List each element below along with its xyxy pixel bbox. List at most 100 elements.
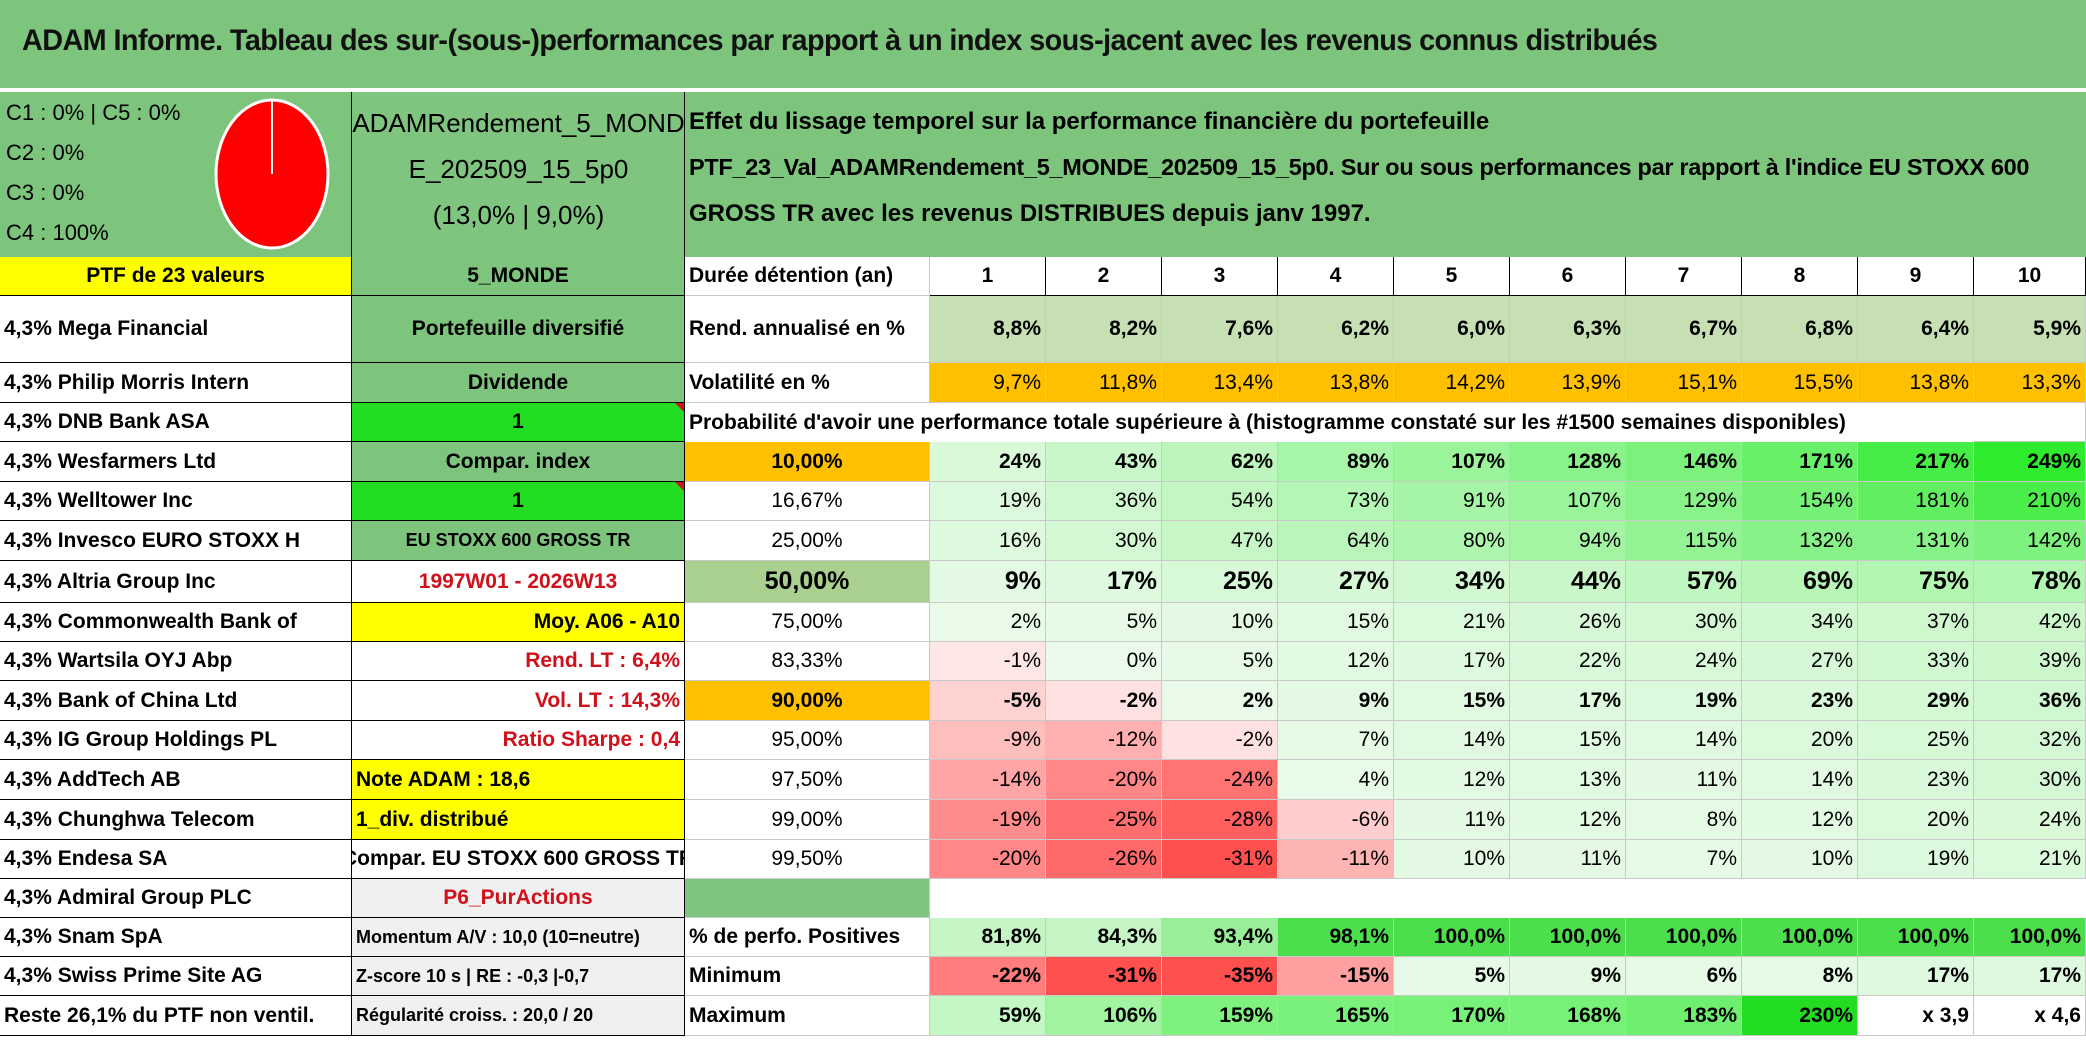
annual-return-value: 6,8% bbox=[1742, 296, 1858, 363]
probability-value: 12% bbox=[1510, 800, 1626, 840]
positive-perf-label: % de perfo. Positives bbox=[685, 918, 930, 957]
probability-value: 17% bbox=[1046, 561, 1162, 603]
fund-name-line2: E_202509_15_5p0 bbox=[408, 154, 629, 184]
probability-threshold: 25,00% bbox=[685, 521, 930, 561]
sharpe-ratio: Ratio Sharpe : 0,4 bbox=[352, 721, 685, 760]
minimum-value: -22% bbox=[930, 957, 1046, 996]
positive-perf-value: 81,8% bbox=[930, 918, 1046, 957]
holding-row: 4,3% AddTech AB bbox=[0, 760, 352, 800]
year-header: 3 bbox=[1162, 257, 1278, 296]
volatility-value: 13,3% bbox=[1974, 363, 2086, 403]
probability-value: 19% bbox=[1858, 840, 1974, 879]
index-name: EU STOXX 600 GROSS TR bbox=[352, 521, 685, 561]
holding-row: 4,3% DNB Bank ASA bbox=[0, 403, 352, 442]
probability-value: 107% bbox=[1510, 482, 1626, 521]
holding-row: 4,3% Endesa SA bbox=[0, 840, 352, 879]
volatility-value: 15,5% bbox=[1742, 363, 1858, 403]
probability-value: 19% bbox=[930, 482, 1046, 521]
probability-value: 9% bbox=[1278, 681, 1394, 721]
probability-value: 132% bbox=[1742, 521, 1858, 561]
probability-value: 154% bbox=[1742, 482, 1858, 521]
probability-value: 20% bbox=[1858, 800, 1974, 840]
holding-row: 4,3% Bank of China Ltd bbox=[0, 681, 352, 721]
probability-value: 17% bbox=[1394, 642, 1510, 681]
probability-value: 15% bbox=[1394, 681, 1510, 721]
probability-value: 11% bbox=[1510, 840, 1626, 879]
average-range: Moy. A06 - A10 bbox=[352, 603, 685, 642]
probability-value: -19% bbox=[930, 800, 1046, 840]
maximum-value: 59% bbox=[930, 996, 1046, 1036]
probability-value: -20% bbox=[930, 840, 1046, 879]
probability-value: 181% bbox=[1858, 482, 1974, 521]
positive-perf-value: 100,0% bbox=[1510, 918, 1626, 957]
probability-value: 29% bbox=[1858, 681, 1974, 721]
volatility-value: 13,8% bbox=[1278, 363, 1394, 403]
probability-threshold: 75,00% bbox=[685, 603, 930, 642]
probability-value: 89% bbox=[1278, 442, 1394, 482]
annual-return-value: 6,2% bbox=[1278, 296, 1394, 363]
positive-perf-value: 100,0% bbox=[1626, 918, 1742, 957]
annual-return-value: 8,2% bbox=[1046, 296, 1162, 363]
minimum-value: -31% bbox=[1046, 957, 1162, 996]
probability-value: 26% bbox=[1510, 603, 1626, 642]
maximum-value: 165% bbox=[1278, 996, 1394, 1036]
positive-perf-value: 98,1% bbox=[1278, 918, 1394, 957]
probability-value: 91% bbox=[1394, 482, 1510, 521]
probability-value: 115% bbox=[1626, 521, 1742, 561]
volatility-value: 13,9% bbox=[1510, 363, 1626, 403]
probability-threshold: 50,00% bbox=[685, 561, 930, 603]
probability-threshold: 90,00% bbox=[685, 681, 930, 721]
comment-flag-icon bbox=[675, 482, 684, 491]
maximum-value: 106% bbox=[1046, 996, 1162, 1036]
probability-value: 7% bbox=[1278, 721, 1394, 760]
probability-value: 4% bbox=[1278, 760, 1394, 800]
probability-value: 5% bbox=[1046, 603, 1162, 642]
comment-flag-icon bbox=[675, 403, 684, 412]
probability-value: 15% bbox=[1278, 603, 1394, 642]
holdings-header: PTF de 23 valeurs bbox=[0, 257, 352, 296]
volatility-label: Volatilité en % bbox=[685, 363, 930, 403]
probability-value: 10% bbox=[1742, 840, 1858, 879]
probability-value: 36% bbox=[1974, 681, 2086, 721]
duration-label: Durée détention (an) bbox=[685, 257, 930, 296]
pie-legend-c4: C4 : 100% bbox=[6, 220, 109, 245]
probability-value: 34% bbox=[1394, 561, 1510, 603]
maximum-value: x 4,6 bbox=[1974, 996, 2086, 1036]
market-zone: 5_MONDE bbox=[352, 257, 685, 296]
probability-value: -9% bbox=[930, 721, 1046, 760]
holding-row: 4,3% Welltower Inc bbox=[0, 482, 352, 521]
positive-perf-value: 100,0% bbox=[1742, 918, 1858, 957]
positive-perf-value: 100,0% bbox=[1394, 918, 1510, 957]
minimum-label: Minimum bbox=[685, 957, 930, 996]
probability-value: 19% bbox=[1626, 681, 1742, 721]
probability-value: 16% bbox=[930, 521, 1046, 561]
probability-value: -1% bbox=[930, 642, 1046, 681]
adam-score: Note ADAM : 18,6 bbox=[352, 760, 685, 800]
fund-header: ADAMRendement_5_MOND E_202509_15_5p0 (13… bbox=[352, 92, 685, 257]
probability-value: 217% bbox=[1858, 442, 1974, 482]
probability-value: 30% bbox=[1046, 521, 1162, 561]
holding-row: 4,3% Invesco EURO STOXX H bbox=[0, 521, 352, 561]
probability-value: 15% bbox=[1510, 721, 1626, 760]
pure-actions-label: P6_PurActions bbox=[352, 879, 685, 918]
year-header: 6 bbox=[1510, 257, 1626, 296]
maximum-value: 183% bbox=[1626, 996, 1742, 1036]
probability-value: 94% bbox=[1510, 521, 1626, 561]
income-type: Dividende bbox=[352, 363, 685, 403]
annual-return-value: 6,3% bbox=[1510, 296, 1626, 363]
maximum-label: Maximum bbox=[685, 996, 930, 1036]
holding-row: 4,3% Wesfarmers Ltd bbox=[0, 442, 352, 482]
title-bar: ADAM Informe. Tableau des sur-(sous-)per… bbox=[0, 0, 2086, 88]
probability-value: 0% bbox=[1046, 642, 1162, 681]
minimum-value: 17% bbox=[1858, 957, 1974, 996]
probability-value: 21% bbox=[1974, 840, 2086, 879]
probability-title: Probabilité d'avoir une performance tota… bbox=[685, 403, 1974, 442]
probability-value: -20% bbox=[1046, 760, 1162, 800]
compare-index-label: Compar. index bbox=[352, 442, 685, 482]
pie-legend-c2: C2 : 0% bbox=[6, 140, 85, 165]
probability-value: 2% bbox=[1162, 681, 1278, 721]
probability-value: -25% bbox=[1046, 800, 1162, 840]
probability-value: 131% bbox=[1858, 521, 1974, 561]
probability-value: 249% bbox=[1974, 442, 2086, 482]
